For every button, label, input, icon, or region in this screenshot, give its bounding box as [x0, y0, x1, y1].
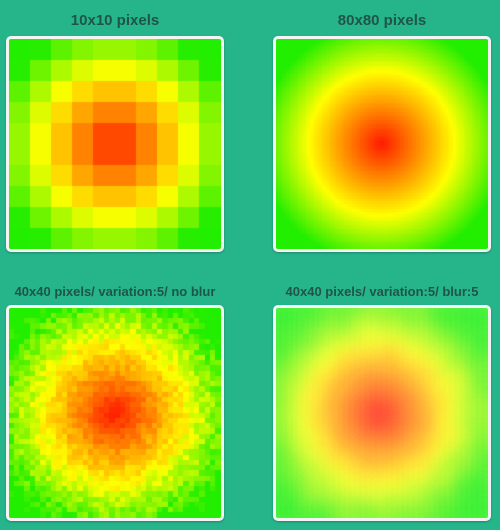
gradient-canvas-80x80: [276, 39, 488, 249]
panel-80x80-title: 80x80 pixels: [337, 12, 427, 29]
panel-40x40-no-blur-image: [6, 305, 224, 521]
gradient-canvas-10x10: [9, 39, 221, 249]
gradient-canvas-40x40-no-blur: [9, 308, 221, 518]
panel-40x40-no-blur-title: 40x40 pixels/ variation:5/ no blur: [14, 284, 216, 299]
gradient-canvas-40x40-blur: [276, 308, 488, 518]
panel-40x40-blur-title: 40x40 pixels/ variation:5/ blur:5: [285, 284, 479, 299]
panel-10x10-title: 10x10 pixels: [70, 12, 160, 29]
panel-40x40-blur-image: [273, 305, 491, 521]
panel-10x10-image: [6, 36, 224, 252]
panel-80x80-image: [273, 36, 491, 252]
